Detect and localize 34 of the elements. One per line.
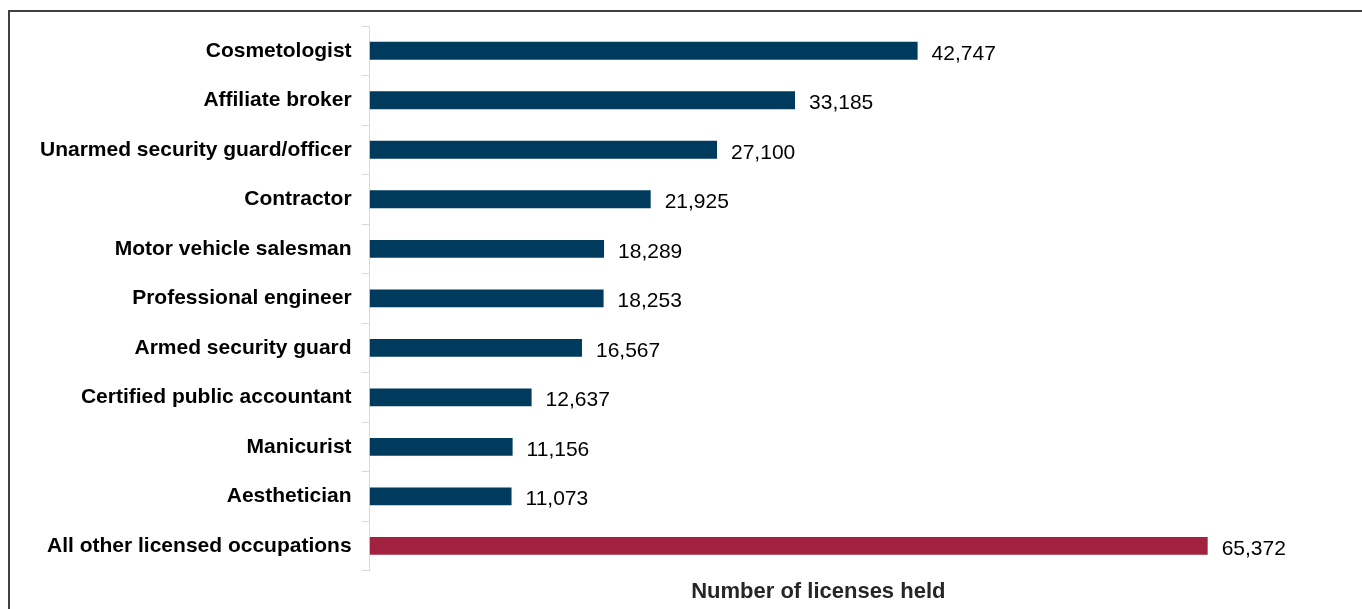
y-tick-label: Professional engineer	[132, 285, 352, 309]
y-tick-label: Cosmetologist	[205, 37, 352, 61]
y-tick-label: Unarmed security guard/officer	[39, 136, 352, 160]
data-label: 18,289	[618, 238, 683, 262]
y-tick-label: Contractor	[244, 186, 352, 210]
bar	[369, 239, 605, 258]
bar	[369, 41, 918, 60]
data-label: 11,156	[526, 436, 590, 460]
data-label: 65,372	[1221, 535, 1286, 559]
bar	[369, 91, 796, 110]
data-label: 21,925	[664, 189, 729, 213]
y-tick-label: Aesthetician	[226, 483, 352, 507]
bar	[369, 536, 1208, 555]
bar	[369, 338, 582, 357]
y-tick-label: Armed security guard	[134, 334, 352, 358]
bar	[369, 190, 651, 209]
data-label: 33,185	[809, 90, 874, 114]
data-label: 27,100	[731, 139, 796, 163]
y-tick-label: All other licensed occupations	[47, 532, 352, 556]
bar	[369, 487, 512, 506]
data-label: 42,747	[931, 40, 996, 64]
bar	[369, 388, 532, 407]
y-tick-label: Motor vehicle salesman	[114, 235, 352, 259]
data-label: 18,253	[617, 288, 682, 312]
y-tick-label: Certified public accountant	[80, 384, 352, 408]
data-label: 16,567	[595, 337, 661, 361]
y-tick-label: Manicurist	[246, 433, 352, 457]
data-label: 12,637	[545, 387, 610, 411]
y-tick-label: Affiliate broker	[203, 87, 352, 111]
x-axis-title: Number of licenses held	[691, 577, 946, 603]
bar	[369, 140, 718, 159]
bar	[369, 289, 604, 308]
bar	[369, 437, 513, 456]
data-label: 11,073	[525, 486, 589, 510]
